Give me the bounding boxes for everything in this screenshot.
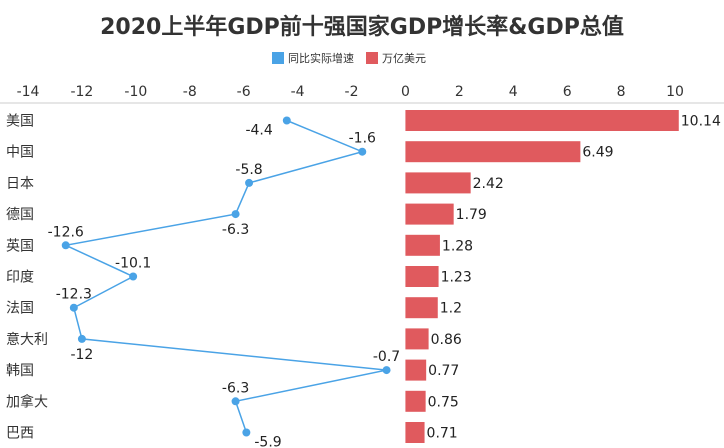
bar-series: 10.14 6.49 2.42 1.79 1.28 1.23 1.2 0.86 0.77 0.75… [405, 110, 721, 443]
growth-point-label: -12.3 [56, 287, 92, 303]
x-tick-label: -8 [183, 84, 197, 100]
category-label: 巴西 [6, 426, 34, 442]
growth-point-label: -1.6 [349, 131, 376, 147]
gdp-bar-label: 1.28 [442, 238, 473, 254]
gdp-bar-label: 1.2 [440, 301, 462, 317]
category-label: 中国 [6, 145, 34, 161]
x-tick-label: 6 [563, 84, 572, 100]
x-tick-label: 8 [617, 84, 626, 100]
growth-point-label: -0.7 [373, 349, 400, 365]
chart-title: 2020上半年GDP前十强国家GDP增长率&GDP总值 [100, 14, 624, 40]
gdp-bar[interactable] [405, 390, 426, 412]
growth-point[interactable] [129, 272, 138, 281]
growth-point[interactable] [358, 147, 367, 156]
gdp-bar[interactable] [405, 203, 454, 225]
x-tick-label: -10 [124, 84, 147, 100]
gdp-bar[interactable] [405, 234, 440, 256]
x-tick-label: 4 [509, 84, 518, 100]
gdp-bar-label: 0.86 [431, 332, 462, 348]
growth-point-label: -5.8 [235, 162, 262, 178]
gdp-bar-label: 6.49 [582, 145, 613, 161]
category-label: 法国 [6, 301, 34, 317]
x-axis: -14 -12 -10 -8 -6 -4 -2 0 2 4 6 8 10 [0, 84, 724, 104]
gdp-bar-label: 0.77 [428, 363, 459, 379]
category-label: 意大利 [6, 331, 48, 348]
category-label: 印度 [6, 270, 34, 286]
legend-label-growth: 同比实际增速 [288, 51, 354, 65]
growth-point[interactable] [282, 116, 291, 125]
growth-point-label: -5.9 [254, 435, 281, 448]
legend-item-growth[interactable]: 同比实际增速 [272, 51, 354, 65]
gdp-bar-label: 0.75 [428, 394, 459, 410]
growth-point-label: -12 [70, 347, 93, 363]
growth-point-label: -12.6 [48, 224, 84, 240]
category-label: 日本 [6, 176, 34, 192]
category-label: 加拿大 [6, 393, 48, 410]
x-tick-label: -2 [345, 84, 359, 100]
growth-point[interactable] [77, 334, 86, 343]
legend-item-gdp[interactable]: 万亿美元 [366, 52, 426, 65]
growth-point[interactable] [69, 303, 78, 312]
gdp-bar[interactable] [405, 297, 438, 319]
growth-point[interactable] [245, 178, 254, 187]
gdp-bar-label: 10.14 [681, 114, 721, 130]
gdp-bar-label: 0.71 [427, 426, 458, 442]
x-tick-label: -4 [291, 84, 305, 100]
growth-point[interactable] [61, 241, 70, 250]
growth-point-label: -6.3 [222, 380, 249, 396]
gdp-bar[interactable] [405, 359, 427, 381]
legend-swatch-gdp [366, 52, 378, 64]
category-label: 德国 [6, 207, 34, 223]
gdp-bar[interactable] [405, 172, 471, 194]
gdp-bar[interactable] [405, 266, 439, 287]
growth-point-label: -10.1 [115, 256, 151, 272]
gdp-bar-label: 1.79 [456, 207, 487, 223]
growth-point[interactable] [231, 210, 240, 219]
line-series: -4.4 -1.6 -5.8 -6.3 -12.6 -10.1 -12.3 -12 -0.7 -6… [48, 116, 400, 448]
growth-point[interactable] [231, 397, 240, 406]
legend-swatch-growth [272, 52, 284, 64]
gdp-bar[interactable] [405, 110, 679, 131]
growth-point-label: -6.3 [222, 222, 249, 238]
x-tick-label: 10 [666, 84, 684, 100]
x-tick-label: -6 [237, 84, 251, 100]
gdp-bar-label: 1.23 [441, 270, 472, 286]
category-label: 韩国 [6, 363, 34, 379]
legend-label-gdp: 万亿美元 [382, 52, 426, 65]
x-tick-label: -12 [70, 84, 93, 100]
x-tick-label: -14 [17, 84, 40, 100]
x-tick-label: 2 [455, 84, 464, 100]
gdp-bar[interactable] [405, 328, 429, 350]
gdp-bar-label: 2.42 [473, 176, 504, 192]
gdp-bar[interactable] [405, 422, 425, 443]
growth-point[interactable] [242, 428, 251, 437]
category-label: 美国 [6, 114, 34, 130]
gdp-bar[interactable] [405, 141, 581, 163]
growth-point[interactable] [382, 366, 391, 375]
category-label: 英国 [6, 237, 34, 254]
x-tick-label: 0 [401, 84, 410, 100]
growth-point-label: -4.4 [245, 123, 272, 139]
legend: 同比实际增速 万亿美元 [272, 51, 426, 65]
